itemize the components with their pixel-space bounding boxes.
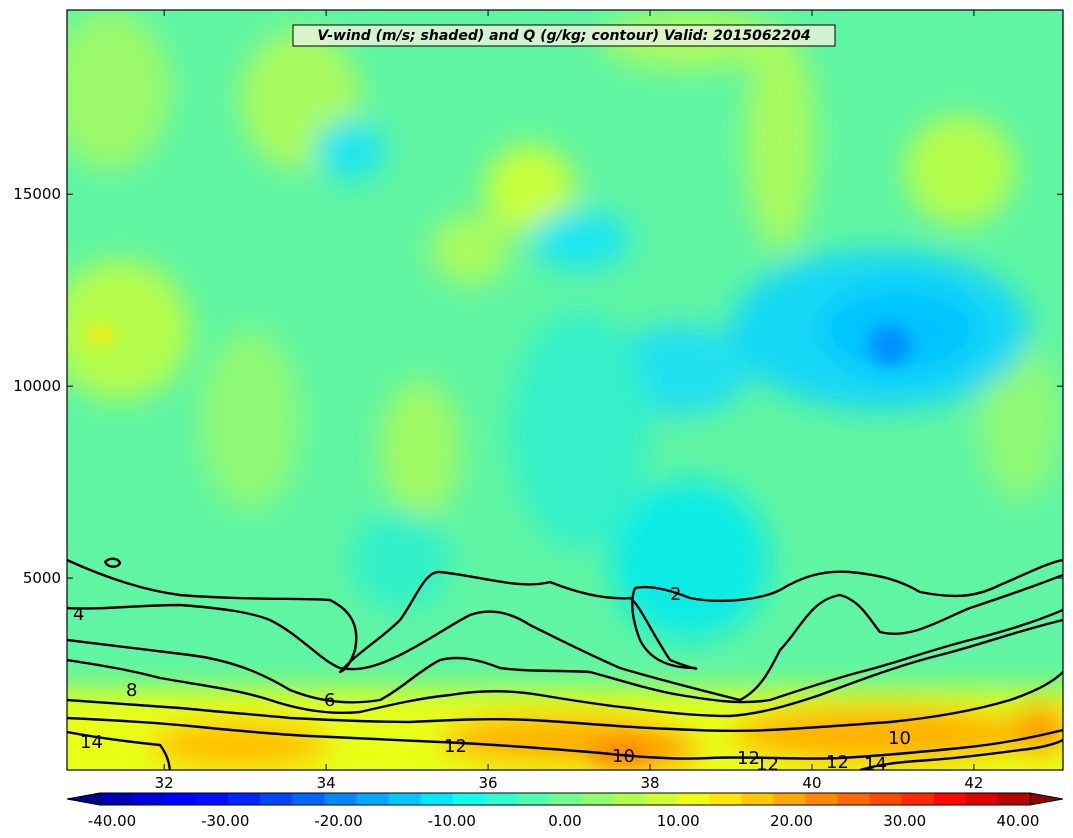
contour-label: 10 xyxy=(612,746,635,767)
colorbar-frame xyxy=(99,792,1031,806)
colorbar-bin xyxy=(773,793,807,805)
contour-label: 14 xyxy=(864,754,887,775)
x-axis: 32 34 36 38 40 42 xyxy=(155,10,983,792)
colorbar-bin xyxy=(581,793,614,805)
x-tick-label: 32 xyxy=(155,774,174,792)
shade-blob xyxy=(200,330,300,510)
y-tick-label: 15000 xyxy=(13,185,61,203)
colorbar-label: 30.00 xyxy=(883,812,926,830)
x-tick-label: 42 xyxy=(964,774,983,792)
shade-blob xyxy=(67,10,170,170)
colorbar-bin xyxy=(388,793,422,805)
shade-blob xyxy=(67,260,190,400)
colorbar-bin xyxy=(356,793,390,805)
contour-6 xyxy=(67,608,1063,704)
colorbar-extend-max xyxy=(1029,792,1064,806)
colorbar-label: -20.00 xyxy=(314,812,362,830)
colorbar-bin xyxy=(548,793,582,805)
shade-blob xyxy=(980,340,1060,500)
contour-14 xyxy=(67,730,1063,770)
shade-blob xyxy=(1010,705,1063,755)
shade-blob xyxy=(150,720,330,770)
shade-blob xyxy=(530,210,630,270)
shade-blob xyxy=(510,310,650,550)
chart-title: V-wind (m/s; shaded) and Q (g/kg; contou… xyxy=(317,28,810,44)
y-axis: 5000 10000 15000 xyxy=(13,185,1063,587)
shade-blobs xyxy=(67,10,1063,770)
x-tick-label: 38 xyxy=(640,774,659,792)
colorbar-bin xyxy=(484,793,518,805)
colorbar-extend-min xyxy=(66,792,101,806)
shade-blob xyxy=(430,215,510,285)
colorbar: -40.00 -30.00 -20.00 -10.00 0.00 10.00 20.00 30… xyxy=(66,792,1064,830)
plot-frame xyxy=(66,9,1064,771)
colorbar-bin xyxy=(196,793,229,805)
colorbar-bin xyxy=(805,793,839,805)
colorbar-bin xyxy=(709,793,742,805)
colorbar-bin xyxy=(677,793,710,805)
shade-blob xyxy=(745,30,815,250)
contour-label: 12 xyxy=(737,748,760,769)
contour-label: 2 xyxy=(670,584,681,605)
colorbar-bin xyxy=(260,793,294,805)
colorbar-bin xyxy=(901,793,935,805)
colorbar-bin xyxy=(452,793,486,805)
x-tick-label: 40 xyxy=(802,774,821,792)
shade-blob xyxy=(868,325,912,365)
colorbar-bin xyxy=(132,793,165,805)
title-box xyxy=(292,24,836,47)
y-tick-label: 5000 xyxy=(23,569,61,587)
shade-blob xyxy=(905,115,1015,225)
moisture-contours xyxy=(67,557,1063,770)
x-tick-label: 34 xyxy=(317,774,336,792)
colorbar-label: 0.00 xyxy=(548,812,581,830)
colorbar-bin xyxy=(613,793,646,805)
contour-label: 8 xyxy=(126,680,137,701)
colorbar-bin xyxy=(869,793,903,805)
shade-blob xyxy=(85,327,115,343)
shade-blob xyxy=(485,145,575,235)
shade-blob xyxy=(315,120,385,180)
contour-label: 12 xyxy=(756,754,779,775)
y-tick-label: 10000 xyxy=(13,377,61,395)
contour-label: 6 xyxy=(324,690,335,711)
colorbar-bin xyxy=(645,793,678,805)
shade-blob xyxy=(380,380,460,520)
contour-label: 10 xyxy=(888,728,911,749)
contour-label: 14 xyxy=(80,732,103,753)
colorbar-label: -30.00 xyxy=(201,812,249,830)
colorbar-label: 10.00 xyxy=(657,812,700,830)
contour-small-loop xyxy=(103,557,122,568)
contour-label: 4 xyxy=(73,604,84,625)
colorbar-bin xyxy=(933,793,967,805)
colorbar-label: -40.00 xyxy=(88,812,136,830)
colorbar-bin xyxy=(516,793,550,805)
colorbar-label: 20.00 xyxy=(770,812,813,830)
colorbar-bin xyxy=(837,793,871,805)
colorbar-bin xyxy=(228,793,261,805)
shade-blob xyxy=(350,510,450,610)
contour-label: 12 xyxy=(444,736,467,757)
colorbar-bin xyxy=(324,793,358,805)
colorbar-bin xyxy=(292,793,326,805)
colorbar-bin xyxy=(100,793,133,805)
contour-8 xyxy=(67,618,1063,718)
colorbar-bin xyxy=(420,793,454,805)
colorbar-bin xyxy=(965,793,999,805)
colorbar-label: 40.00 xyxy=(997,812,1040,830)
contour-4 xyxy=(67,573,1063,702)
x-tick-label: 36 xyxy=(479,774,498,792)
vwind-shaded-field xyxy=(67,10,1063,770)
colorbar-bin xyxy=(164,793,197,805)
colorbar-bin xyxy=(997,793,1031,805)
contour-label: 12 xyxy=(826,752,849,773)
contour-12 xyxy=(67,716,1063,760)
contour-2 xyxy=(67,558,1063,674)
contour-10 xyxy=(67,671,1063,733)
colorbar-bin xyxy=(741,793,775,805)
colorbar-label: -10.00 xyxy=(428,812,476,830)
